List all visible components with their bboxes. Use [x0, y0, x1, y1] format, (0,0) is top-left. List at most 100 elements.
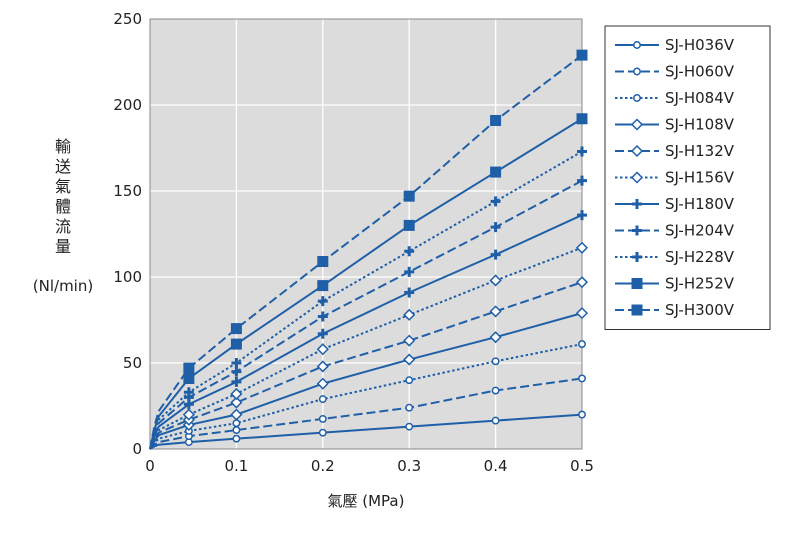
data-point: [403, 219, 415, 231]
data-point: [232, 426, 241, 435]
data-point: [577, 146, 587, 157]
legend-label: SJ-H180V: [665, 195, 735, 213]
data-point: [405, 403, 414, 412]
data-point: [317, 311, 328, 322]
y-axis-label-char: 流: [55, 217, 71, 236]
data-point: [489, 331, 502, 344]
data-point: [231, 376, 242, 387]
legend-marker: [633, 94, 641, 102]
legend-marker: [632, 252, 642, 262]
y-tick-label: 200: [113, 96, 142, 114]
legend-marker: [633, 41, 641, 49]
data-point: [491, 386, 500, 395]
data-point: [405, 376, 414, 385]
legend-marker: [630, 171, 644, 184]
data-point: [490, 222, 501, 233]
data-point: [405, 422, 414, 431]
legend-marker: [633, 67, 641, 76]
x-tick-label: 0.2: [311, 457, 335, 475]
series-line-sj-h060v: [149, 377, 583, 450]
legend-marker: [630, 144, 644, 158]
legend-marker: [632, 199, 642, 209]
x-tick-label: 0.5: [570, 457, 594, 475]
series-line-sj-h300v: [149, 54, 583, 450]
x-axis-label: 氣壓 (MPa): [328, 492, 405, 510]
x-tick-label: 0.3: [397, 457, 421, 475]
data-point: [490, 166, 502, 178]
legend-label: SJ-H228V: [665, 248, 735, 266]
legend-label: SJ-H300V: [665, 301, 735, 319]
data-point: [232, 434, 241, 443]
data-point: [403, 190, 415, 202]
data-point: [575, 307, 589, 320]
data-point: [575, 276, 589, 289]
x-tick-label: 0.1: [224, 457, 248, 475]
y-tick-label: 250: [113, 10, 142, 28]
data-point: [490, 114, 502, 126]
data-point: [316, 360, 329, 373]
data-point: [317, 280, 329, 292]
x-tick-label: 0.4: [484, 457, 508, 475]
data-point: [230, 338, 242, 350]
y-axis-label-char: 量: [55, 237, 71, 256]
legend-label: SJ-H108V: [665, 116, 735, 134]
data-point: [318, 414, 327, 423]
y-axis-label-char: 體: [55, 197, 71, 216]
data-point: [232, 419, 241, 428]
y-tick-label: 150: [113, 182, 142, 200]
plot-area: [150, 19, 582, 449]
data-point: [317, 256, 329, 268]
data-point: [489, 274, 502, 287]
data-point: [317, 296, 328, 307]
legend-label: SJ-H156V: [665, 169, 735, 187]
legend-label: SJ-H060V: [665, 63, 735, 81]
data-point: [578, 410, 586, 419]
data-point: [182, 408, 195, 421]
data-point: [490, 249, 501, 260]
y-tick-label: 50: [123, 354, 142, 372]
data-point: [404, 246, 415, 257]
legend-marker: [631, 278, 643, 289]
data-point: [317, 328, 328, 339]
data-point: [576, 49, 588, 61]
data-point: [576, 113, 588, 125]
data-point: [318, 395, 327, 404]
legend-label: SJ-H036V: [665, 36, 735, 54]
legend-label: SJ-H132V: [665, 142, 735, 160]
y-tick-label: 0: [132, 440, 142, 458]
data-point: [230, 387, 243, 401]
data-point: [316, 343, 329, 356]
legend-marker: [632, 225, 642, 236]
data-point: [403, 353, 416, 366]
data-point: [318, 428, 327, 437]
data-point: [230, 408, 243, 421]
y-axis-label-char: 送: [55, 157, 71, 176]
data-point: [403, 308, 416, 321]
y-axis-label-char: 輸: [55, 137, 71, 156]
legend-label: SJ-H252V: [665, 275, 735, 293]
data-point: [404, 287, 415, 298]
data-point: [491, 416, 500, 425]
data-point: [183, 372, 195, 384]
legend-marker: [630, 118, 644, 131]
data-point: [231, 358, 242, 368]
data-point: [577, 210, 587, 221]
data-point: [491, 357, 500, 366]
plot-frame: [149, 18, 583, 450]
series-line-sj-h132v: [149, 281, 583, 450]
data-point: [316, 377, 329, 390]
data-point: [230, 323, 242, 335]
x-tick-label: 0: [145, 457, 155, 475]
legend-label: SJ-H084V: [665, 89, 735, 107]
data-point: [404, 266, 415, 277]
data-point: [490, 196, 501, 207]
y-axis-unit: (Nl/min): [33, 277, 93, 295]
data-point: [230, 396, 243, 409]
data-point: [578, 340, 586, 349]
y-tick-label: 100: [113, 268, 142, 286]
data-point: [183, 362, 195, 374]
y-axis-label-char: 氣: [55, 177, 71, 196]
data-point: [489, 305, 502, 318]
